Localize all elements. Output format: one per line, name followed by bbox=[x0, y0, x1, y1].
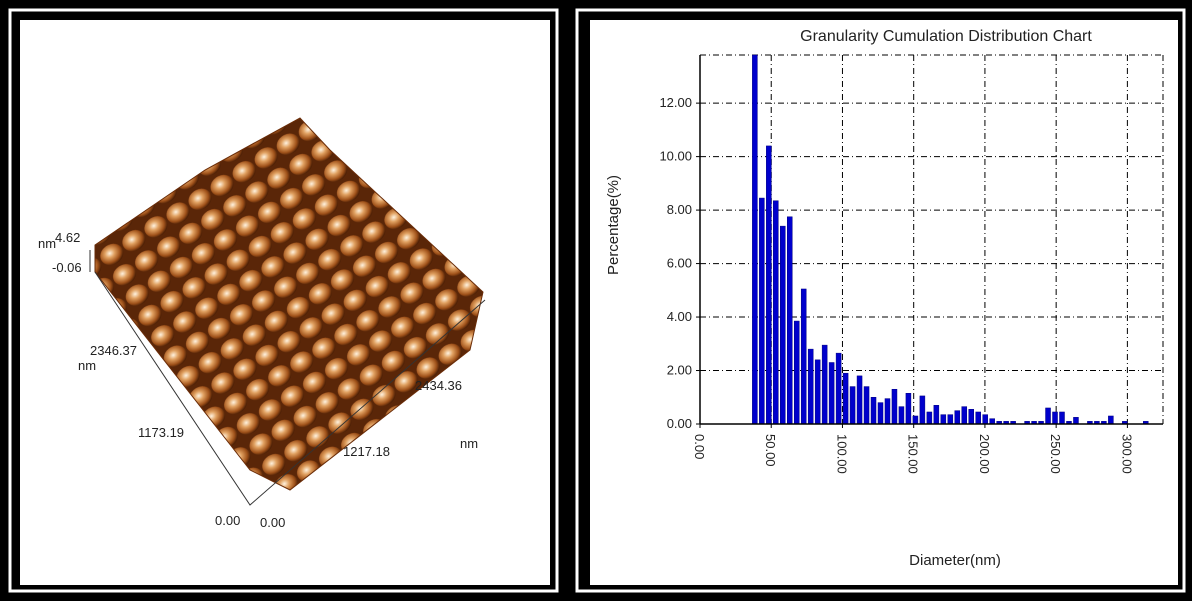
bar bbox=[808, 349, 813, 424]
y-tick: 2346.37 bbox=[90, 343, 137, 358]
bar bbox=[906, 393, 911, 424]
y-tick-label: 4.00 bbox=[667, 309, 692, 324]
bar bbox=[780, 226, 785, 424]
x-tick-label: 300.00 bbox=[1119, 434, 1134, 474]
bar bbox=[801, 289, 806, 424]
bar bbox=[850, 387, 855, 424]
y-tick-label: 0.00 bbox=[667, 416, 692, 431]
bar bbox=[962, 407, 967, 424]
x-tick-label: 150.00 bbox=[906, 434, 921, 474]
bar bbox=[1073, 417, 1078, 424]
x-tick: 1217.18 bbox=[343, 444, 390, 459]
bar bbox=[794, 321, 799, 424]
bar bbox=[1059, 412, 1064, 424]
bar bbox=[913, 416, 918, 424]
x-tick-label: 50.00 bbox=[763, 434, 778, 467]
bar bbox=[892, 389, 897, 424]
y-tick-label: 2.00 bbox=[667, 363, 692, 378]
y-unit: nm bbox=[78, 358, 96, 373]
x-tick-label: 100.00 bbox=[834, 434, 849, 474]
y-axis-label: Percentage(%) bbox=[605, 175, 622, 275]
bar bbox=[948, 415, 953, 424]
bar bbox=[934, 405, 939, 424]
x-tick: 2434.36 bbox=[415, 378, 462, 393]
y-tick: 1173.19 bbox=[138, 425, 184, 440]
bar bbox=[878, 403, 883, 424]
bar bbox=[773, 201, 778, 424]
bar bbox=[885, 399, 890, 424]
chart-title: Granularity Cumulation Distribution Char… bbox=[800, 28, 1092, 45]
z-unit: nm bbox=[38, 236, 56, 251]
bar bbox=[864, 387, 869, 424]
bar bbox=[815, 360, 820, 424]
y-tick-label: 12.00 bbox=[659, 95, 692, 110]
y-tick: 0.00 bbox=[215, 513, 240, 528]
bar bbox=[829, 363, 834, 425]
bar bbox=[857, 376, 862, 424]
figure: nm 4.62 -0.06 2346.37 nm 1173.19 0.00 0.… bbox=[0, 0, 1192, 601]
bar bbox=[969, 409, 974, 424]
bar bbox=[941, 415, 946, 424]
bar bbox=[899, 407, 904, 424]
bar bbox=[822, 345, 827, 424]
bar bbox=[983, 415, 988, 424]
bar bbox=[1053, 412, 1058, 424]
z-max: 4.62 bbox=[55, 230, 80, 245]
y-tick-label: 10.00 bbox=[659, 149, 692, 164]
y-tick-label: 6.00 bbox=[667, 256, 692, 271]
bar bbox=[836, 353, 841, 424]
x-tick: 0.00 bbox=[260, 515, 285, 530]
bar bbox=[955, 411, 960, 424]
x-unit: nm bbox=[460, 436, 478, 451]
bar bbox=[976, 412, 981, 424]
bar bbox=[843, 373, 848, 424]
x-tick-label: 250.00 bbox=[1048, 434, 1063, 474]
bar bbox=[787, 217, 792, 424]
page: nm 4.62 -0.06 2346.37 nm 1173.19 0.00 0.… bbox=[0, 0, 1192, 601]
bar bbox=[1108, 416, 1113, 424]
bar bbox=[759, 198, 764, 424]
bar bbox=[871, 397, 876, 424]
x-tick-label: 200.00 bbox=[977, 434, 992, 474]
bar bbox=[920, 396, 925, 424]
bar bbox=[927, 412, 932, 424]
bar bbox=[752, 55, 757, 424]
z-min: -0.06 bbox=[52, 260, 82, 275]
y-tick-label: 8.00 bbox=[667, 202, 692, 217]
bar bbox=[766, 146, 771, 424]
bar bbox=[990, 419, 995, 424]
x-tick-label: 0.00 bbox=[692, 434, 707, 459]
x-axis-label: Diameter(nm) bbox=[909, 552, 1001, 569]
bar bbox=[1046, 408, 1051, 424]
